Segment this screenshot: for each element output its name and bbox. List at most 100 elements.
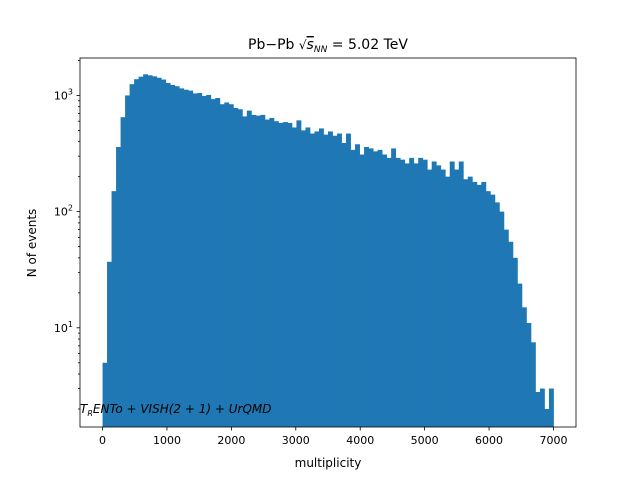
histogram-bar — [332, 135, 338, 428]
histogram-bar — [494, 202, 500, 427]
histogram-bar — [404, 163, 410, 427]
histogram-bar — [255, 115, 261, 427]
histogram-bar — [382, 154, 388, 427]
y-axis-label: N of events — [25, 209, 39, 278]
histogram-bar — [535, 392, 541, 427]
histogram-bar — [314, 131, 320, 427]
histogram-bar — [102, 362, 108, 427]
histogram-bar — [246, 110, 252, 427]
histogram-bar — [548, 388, 554, 427]
histogram-bar — [111, 191, 117, 427]
histogram-bar — [147, 75, 153, 427]
histogram-bar — [228, 104, 234, 427]
histogram-bar — [219, 104, 225, 427]
histogram-bar — [386, 157, 392, 427]
histogram-bar — [278, 122, 284, 428]
histogram-bar — [264, 119, 270, 427]
histogram-bar — [359, 154, 365, 427]
histogram-bar — [242, 116, 248, 428]
histogram-bar — [427, 169, 433, 427]
histogram-bar — [192, 93, 198, 428]
histogram-bar — [526, 322, 532, 427]
bars-layer — [102, 74, 554, 428]
histogram-bar — [237, 109, 243, 427]
histogram-bar — [499, 211, 505, 427]
y-tick-label: 102 — [54, 204, 73, 219]
histogram-bar — [197, 92, 203, 427]
histogram-bar — [165, 82, 171, 427]
histogram-bar — [350, 149, 356, 427]
histogram-bar — [458, 161, 464, 427]
histogram-bar — [323, 134, 329, 427]
histogram-bar — [472, 181, 478, 427]
histogram-bar — [210, 99, 216, 427]
histogram-bar — [161, 79, 167, 428]
histogram-bar — [517, 283, 523, 427]
histogram-bar — [179, 88, 185, 427]
histogram-bar — [346, 133, 351, 427]
histogram-bar — [260, 114, 266, 427]
x-tick-label: 0 — [99, 434, 106, 447]
histogram-bar — [445, 176, 451, 427]
histogram-bar — [273, 121, 279, 428]
histogram-bar — [467, 176, 473, 427]
histogram-bar — [431, 161, 437, 427]
histogram-bar — [409, 157, 415, 427]
histogram-bar — [291, 127, 297, 427]
histogram-bar — [170, 84, 176, 428]
histogram-bar — [503, 229, 509, 427]
histogram-bar — [152, 76, 158, 427]
histogram-bar — [521, 307, 527, 427]
x-tick-label: 7000 — [539, 434, 567, 447]
x-tick-label: 3000 — [282, 434, 310, 447]
histogram-bar — [512, 257, 518, 427]
x-tick-label: 2000 — [217, 434, 245, 447]
histogram-bar — [364, 146, 369, 428]
histogram-bar — [418, 157, 424, 427]
histogram-bar — [485, 191, 491, 427]
histogram-bar — [422, 159, 428, 428]
histogram-bar — [305, 127, 311, 427]
histogram-bar — [300, 130, 306, 427]
histogram-bar — [215, 98, 221, 428]
histogram-bar — [328, 131, 333, 427]
histogram-bar — [476, 184, 482, 427]
histogram-bar — [116, 146, 121, 428]
histogram-bar — [544, 409, 550, 427]
histogram-bar — [318, 128, 324, 427]
histogram-bar — [183, 89, 189, 427]
histogram-bar — [368, 148, 374, 427]
chart-title: Pb−Pb √sNN = 5.02 TeV — [248, 37, 408, 55]
histogram-bar — [174, 86, 180, 428]
histogram-bar — [233, 107, 239, 427]
histogram-bar — [454, 169, 460, 427]
histogram-bar — [107, 261, 112, 427]
histogram-bar — [125, 95, 130, 427]
histogram-bar — [490, 194, 496, 427]
histogram-bar — [143, 74, 149, 427]
histogram-bar — [224, 102, 230, 428]
x-tick-label: 4000 — [346, 434, 374, 447]
histogram-bar — [391, 148, 397, 427]
histogram-bar — [138, 76, 144, 427]
histogram-bar — [296, 120, 302, 427]
histogram-bar — [134, 79, 140, 428]
x-axis-label: multiplicity — [295, 456, 362, 470]
x-tick-label: 1000 — [153, 434, 181, 447]
histogram-bar — [377, 149, 383, 427]
histogram-bar — [206, 94, 212, 428]
x-tick-label: 5000 — [411, 434, 439, 447]
histogram-bar — [436, 165, 442, 427]
histogram-bar — [337, 133, 342, 427]
histogram-bar — [400, 159, 406, 428]
histogram-bar — [251, 114, 257, 427]
histogram-bar — [440, 169, 446, 427]
histogram-bar — [287, 122, 293, 428]
histogram-bar — [463, 179, 469, 427]
histogram-bar — [120, 117, 126, 428]
histogram-bar — [481, 181, 487, 427]
histogram-bar — [201, 95, 207, 427]
histogram-bar — [355, 144, 360, 427]
